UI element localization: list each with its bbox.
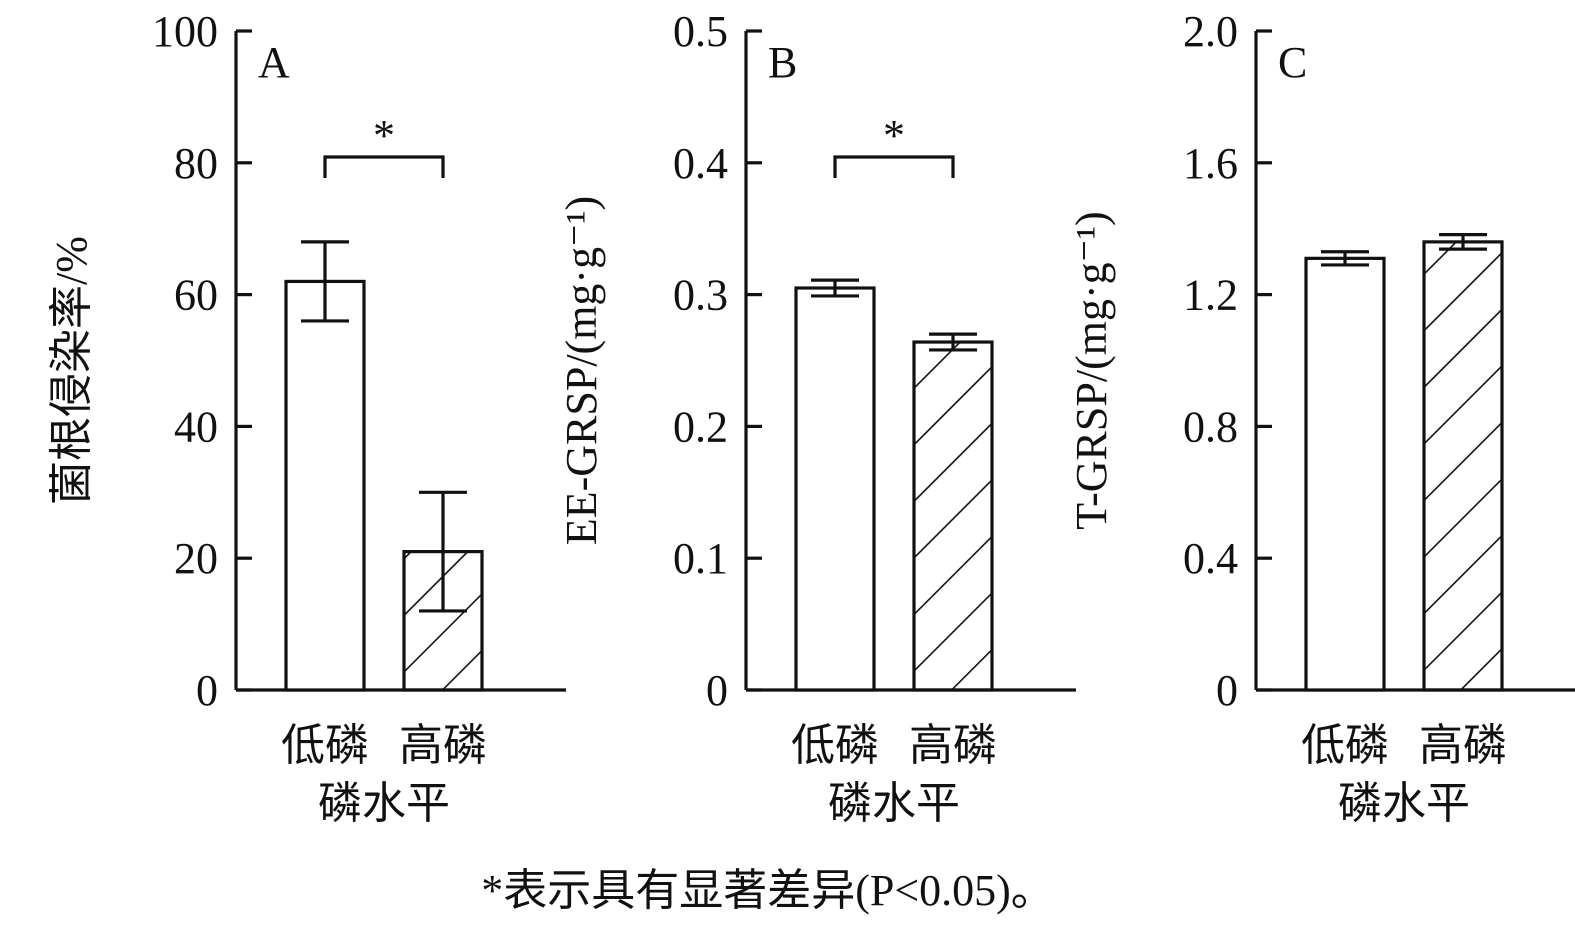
x-tick-label: 低磷 — [281, 720, 369, 771]
y-axis-label: 菌根侵染率/% — [47, 236, 96, 505]
y-tick-label: 0.5 — [673, 7, 728, 56]
y-axis-label: T-GRSP/(mg·g⁻¹) — [1067, 211, 1116, 529]
x-axis-label: 磷水平 — [1338, 778, 1470, 829]
bar — [1422, 240, 1504, 692]
bar — [284, 279, 366, 692]
y-tick-label: 60 — [174, 271, 218, 320]
y-tick-label: 0.4 — [673, 139, 728, 188]
y-tick-label: 80 — [174, 139, 218, 188]
y-tick-label: 1.2 — [1183, 271, 1238, 320]
y-tick-label: 100 — [152, 7, 218, 56]
bar — [1304, 256, 1386, 692]
y-tick-label: 0.1 — [673, 534, 728, 583]
footnote: *表示具有显著差异(P<0.05)。 — [481, 866, 1055, 915]
y-tick-label: 0.3 — [673, 271, 728, 320]
bar — [794, 286, 876, 692]
y-tick-label: 1.6 — [1183, 139, 1238, 188]
y-tick-label: 0 — [1216, 666, 1238, 715]
y-tick-label: 0.8 — [1183, 402, 1238, 451]
y-tick-label: 2.0 — [1183, 7, 1238, 56]
panel-label: A — [258, 38, 290, 87]
y-tick-label: 0 — [706, 666, 728, 715]
x-tick-label: 高磷 — [909, 720, 997, 771]
x-tick-label: 低磷 — [1301, 720, 1389, 771]
y-tick-label: 0 — [196, 666, 218, 715]
significance-bracket — [833, 155, 955, 178]
significance-marker: * — [883, 111, 905, 160]
significance-marker: * — [373, 111, 395, 160]
x-axis-label: 磷水平 — [318, 778, 450, 829]
y-tick-label: 0.4 — [1183, 534, 1238, 583]
y-tick-label: 20 — [174, 534, 218, 583]
x-tick-label: 低磷 — [791, 720, 879, 771]
y-tick-label: 0.2 — [673, 402, 728, 451]
panel-label: C — [1278, 38, 1307, 87]
x-axis-label: 磷水平 — [828, 778, 960, 829]
panel-label: B — [768, 38, 797, 87]
bar — [912, 340, 994, 692]
y-tick-label: 40 — [174, 402, 218, 451]
x-tick-label: 高磷 — [399, 720, 487, 771]
x-tick-label: 高磷 — [1419, 720, 1507, 771]
y-axis-label: EE-GRSP/(mg·g⁻¹) — [557, 196, 606, 545]
significance-bracket — [323, 155, 445, 178]
